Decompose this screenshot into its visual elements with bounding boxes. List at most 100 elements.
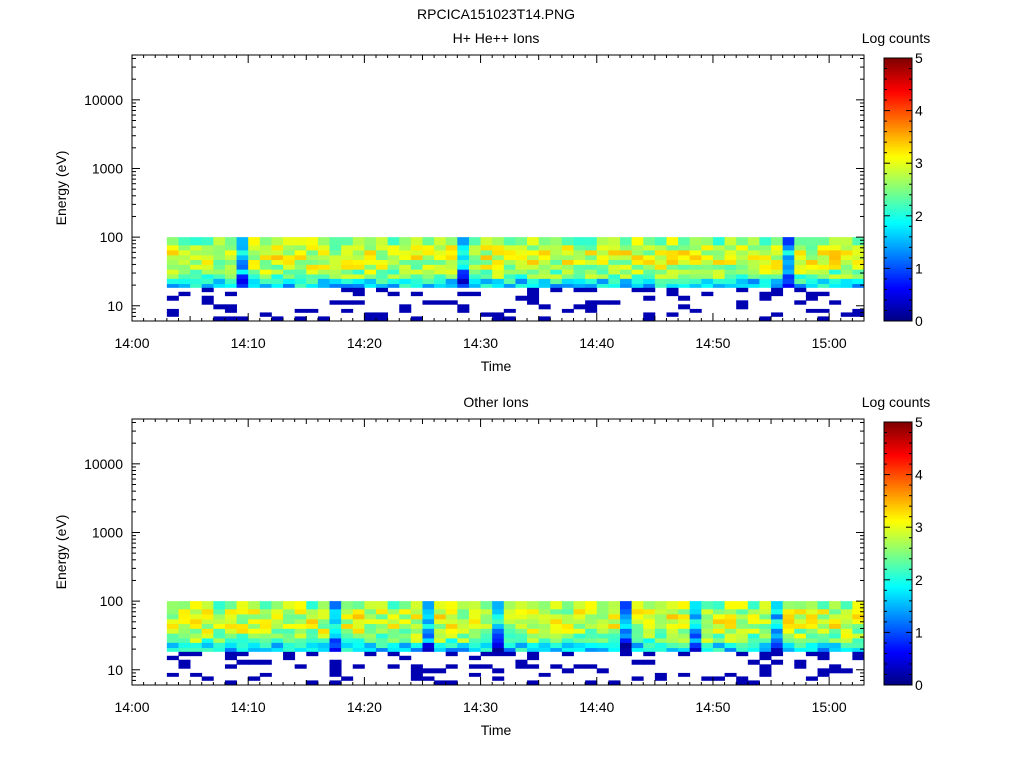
colorbar-segment [884,259,912,263]
spectrogram-cell [364,269,377,275]
spectrogram-cell [248,244,261,251]
spectrogram-cell [434,668,447,674]
spectrogram-cell [747,613,760,620]
spectrogram-cell [852,249,865,256]
spectrogram-cell [631,618,644,625]
spectrogram-cell [782,254,795,261]
spectrogram-cell [631,249,644,256]
spectrogram-cell [805,647,818,652]
spectrogram-cell [608,623,621,629]
spectrogram-cell [759,278,772,285]
colorbar-segment [884,682,912,686]
spectrogram-cell [678,269,691,275]
spectrogram-cell [166,613,179,620]
spectrogram-cell [805,269,818,275]
spectrogram-cell [341,300,354,305]
spectrogram-cell [236,651,249,657]
spectrogram-cell [317,278,330,285]
spectrogram-cell [434,638,447,643]
spectrogram-cell [294,316,307,322]
spectrogram-cell [294,664,307,669]
spectrogram-cell [434,647,447,652]
spectrogram-cell [561,269,574,275]
spectrogram-cell [794,623,807,629]
spectrogram-cell [352,278,365,285]
spectrogram-cell [666,237,679,246]
spectrogram-cell [771,647,784,652]
spectrogram-cell [817,608,830,615]
spectrogram-cell [643,608,656,615]
spectrogram-cell [283,274,296,279]
spectrogram-cell [585,618,598,625]
spectrogram-cell [596,647,609,652]
spectrogram-cell [701,628,714,634]
spectrogram-cell [724,254,737,261]
colorbar-segment [884,472,912,476]
spectrogram-cell [294,278,307,285]
spectrogram-cell [306,259,319,265]
spectrogram-cells [166,237,865,322]
spectrogram-cell [422,237,435,246]
spectrogram-cell [376,628,389,634]
spectrogram-cell [259,312,272,317]
spectrogram-cell [643,601,656,610]
spectrogram-cell [399,237,412,246]
spectrogram-cell [829,278,842,285]
spectrogram-cell [492,264,505,270]
spectrogram-cell [213,647,226,652]
spectrogram-cell [410,642,423,649]
spectrogram-cell [178,259,191,265]
spectrogram-cell [294,244,307,251]
colorbar-segment [884,529,912,533]
spectrogram-cell [736,244,749,251]
spectrogram-cell [736,642,749,649]
colorbar-segment [884,143,912,147]
spectrogram-cell [259,633,272,639]
colorbar-segment [884,518,912,522]
spectrogram-cell [387,278,400,285]
spectrogram-cell [306,237,319,246]
spectrogram-cell [805,642,818,649]
spectrogram-cell [527,269,540,275]
colorbar-segment [884,566,912,570]
spectrogram-cell [527,287,540,293]
spectrogram-cell [190,633,203,639]
spectrogram-cell [643,642,656,649]
colorbar-segment [884,248,912,252]
colorbar-segment [884,654,912,658]
spectrogram-cell [271,254,284,261]
spectrogram-cell [166,274,179,279]
spectrogram-cell [782,618,795,625]
spectrogram-cell [829,283,842,288]
spectrogram-cell [666,287,679,293]
spectrogram-cell [620,244,633,251]
colorbar-segment [884,244,912,247]
spectrogram-cell [236,647,249,652]
spectrogram-cell [329,601,342,610]
spectrogram-cell [468,672,481,677]
spectrogram-cell [236,278,249,285]
spectrogram-cell [794,628,807,634]
spectrogram-cell [805,291,818,297]
colorbar-segment [884,169,912,173]
colorbar-segment [884,307,912,311]
spectrogram-cell [259,601,272,610]
spectrogram-cell [561,308,574,313]
spectrogram-cell [236,283,249,288]
colorbar-segment [884,213,912,217]
spectrogram-cell [213,264,226,270]
spectrogram-cell [771,283,784,288]
spectrogram-cell [643,295,656,301]
spectrogram-cell [224,655,237,661]
spectrogram-cell [410,672,423,677]
spectrogram-cell [654,237,667,246]
colorbar-segment [884,270,912,274]
spectrogram-cell [387,642,400,649]
spectrogram-cell [805,259,818,265]
spectrogram-cell [236,659,249,665]
spectrogram-cell [840,244,853,251]
spectrogram-cell [259,642,272,649]
colorbar-segment [884,525,912,528]
spectrogram-cell [410,259,423,265]
spectrogram-cell [306,623,319,629]
